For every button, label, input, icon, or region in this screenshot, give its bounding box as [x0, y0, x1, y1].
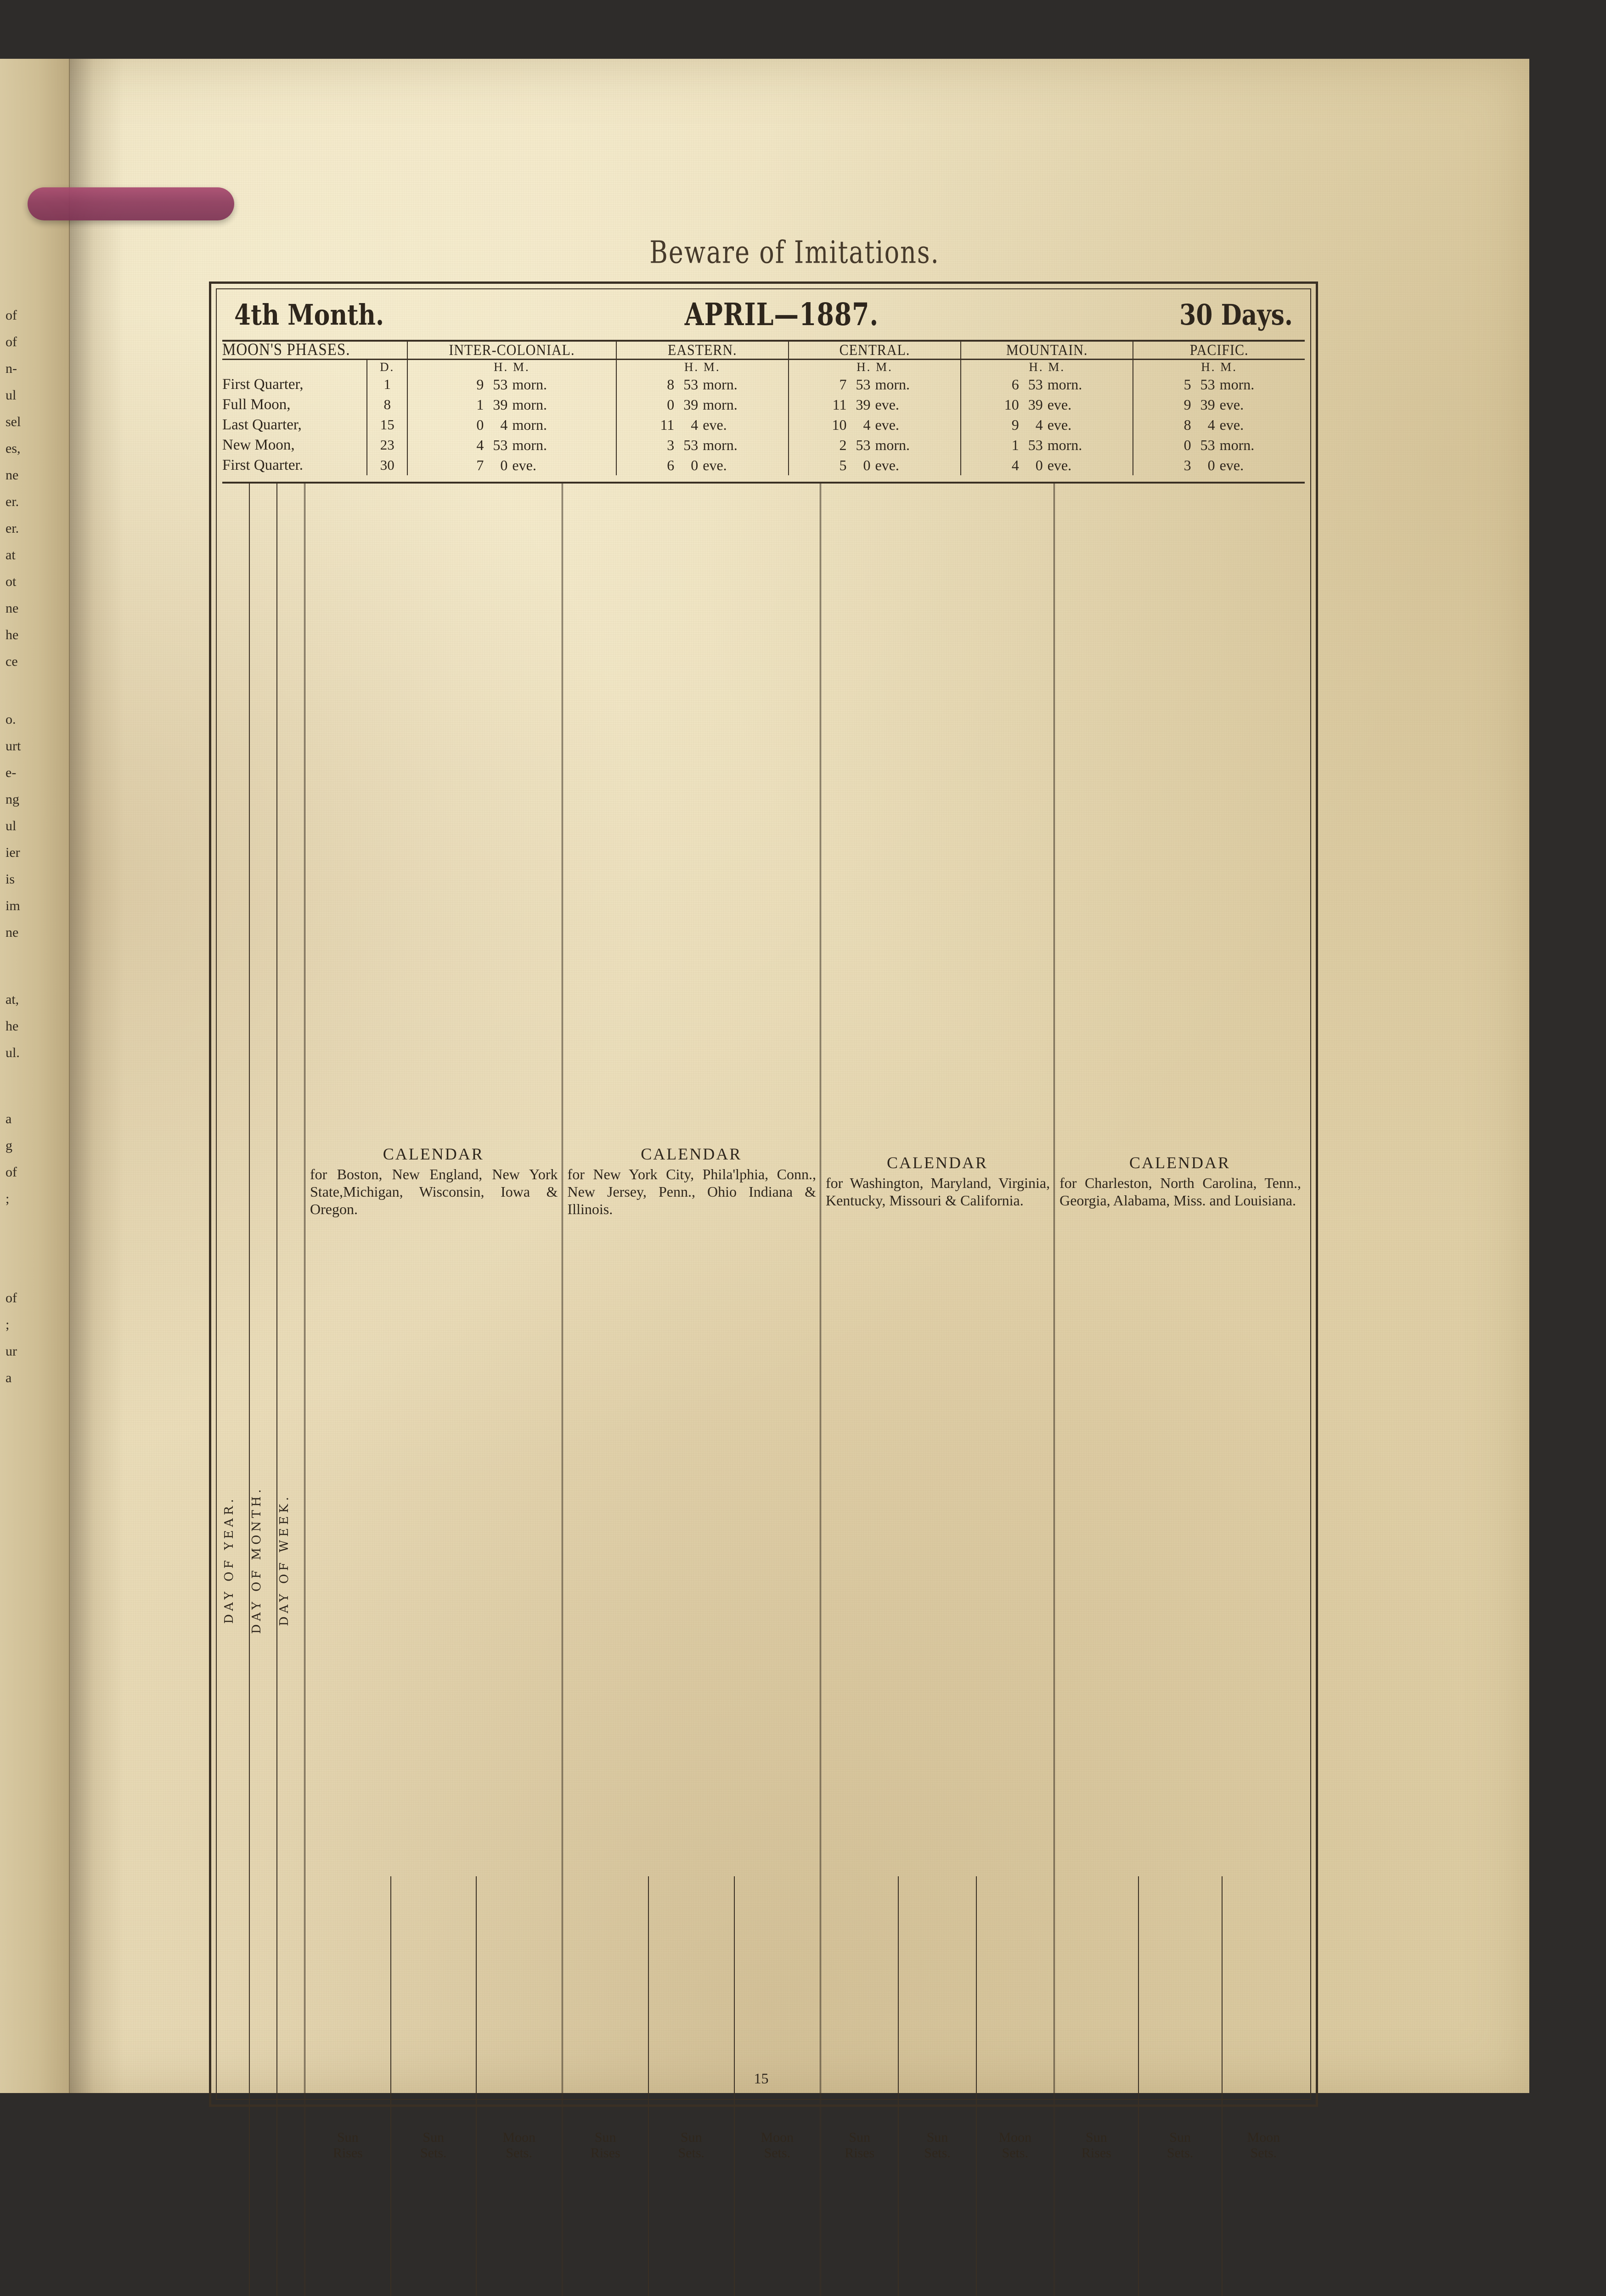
facing-page-text-5: of ; ur a [6, 1285, 59, 1391]
page-number: 15 [209, 2070, 1313, 2096]
calendar-group-newyork: CALENDAR for New York City, Phila'lphia,… [562, 484, 820, 1876]
book-gutter-shadow [69, 59, 124, 2093]
calendar-group-header-row: DAY OF YEAR. DAY OF MONTH. DAY OF WEEK. … [222, 484, 1305, 1876]
moon-phases-title: MOON'S PHASES. [222, 341, 407, 360]
moon-phase-day: 8 [367, 394, 407, 415]
col-header-day-of-month: DAY OF MONTH. [249, 484, 277, 2296]
zone-header-eastern: EASTERN. [616, 341, 789, 360]
facing-page-text-2: o. urt e- ng ul ier is im ne [6, 706, 59, 946]
calendar-group-washington: CALENDAR for Washington, Maryland, Virgi… [820, 484, 1054, 1876]
facing-page-text-1: of of n- ul sel es, ne er. er. at ot ne … [6, 302, 59, 675]
zone-header-pacific: PACIFIC. [1133, 341, 1305, 360]
almanac-frame: 4th Month. APRIL—1887. 30 Days. MOON'S P… [209, 281, 1318, 2107]
facing-page-fragment: of of n- ul sel es, ne er. er. at ot ne … [0, 302, 69, 2001]
unit-hm-eastern: H. M. [616, 360, 789, 375]
zone-header-mountain: MOUNTAIN. [961, 341, 1133, 360]
unit-hm-central: H. M. [789, 360, 961, 375]
moon-phase-name: Full Moon, [222, 394, 367, 415]
month-header-row: 4th Month. APRIL—1887. 30 Days. [222, 294, 1305, 332]
moon-phase-day: 15 [367, 415, 407, 435]
moon-phase-name: First Quarter, [222, 374, 367, 394]
moon-phase-name: New Moon, [222, 435, 367, 455]
unit-hm-intercolonial: H. M. [407, 360, 616, 375]
moon-phase-day: 30 [367, 455, 407, 475]
col-header-day-of-week: DAY OF WEEK. [277, 484, 305, 2296]
calendar-table-wrap: DAY OF YEAR. DAY OF MONTH. DAY OF WEEK. … [222, 482, 1305, 2296]
moon-phases-table: MOON'S PHASES. INTER-COLONIAL. EASTERN. … [222, 342, 1305, 475]
facing-page-text-3: at, he ul. [6, 986, 59, 1066]
almanac-content: 4th Month. APRIL—1887. 30 Days. MOON'S P… [222, 294, 1305, 2094]
month-ordinal-label: 4th Month. [234, 299, 384, 332]
moon-phase-day: 23 [367, 435, 407, 455]
moon-phase-day: 1 [367, 374, 407, 394]
moon-phases-units-row: D. H. M. H. M. H. M. H. M. H. M. [222, 360, 1305, 375]
moon-phases-header-row: MOON'S PHASES. INTER-COLONIAL. EASTERN. … [222, 342, 1305, 360]
month-days-label: 30 Days. [1179, 299, 1293, 332]
moon-phase-name: Last Quarter, [222, 415, 367, 435]
zone-header-central: CENTRAL. [789, 341, 961, 360]
calendar-group-charleston: CALENDAR for Charleston, North Carolina,… [1054, 484, 1305, 1876]
calendar-group-boston: CALENDAR for Boston, New England, New Yo… [305, 484, 563, 1876]
zone-header-intercolonial: INTER-COLONIAL. [407, 341, 616, 360]
pink-archival-sticker [28, 187, 234, 220]
moon-phase-name: First Quarter. [222, 455, 367, 475]
month-year-title: APRIL—1887. [685, 296, 879, 332]
unit-d-label: D. [367, 360, 407, 375]
col-header-day-of-year: DAY OF YEAR. [222, 484, 249, 2296]
unit-hm-mountain: H. M. [961, 360, 1133, 375]
unit-hm-pacific: H. M. [1133, 360, 1305, 375]
facing-page-text-4: a g of ; [6, 1106, 59, 1212]
almanac-page-sheet: of of n- ul sel es, ne er. er. at ot ne … [0, 59, 1529, 2093]
page-banner-text: Beware of Imitations. [588, 234, 1001, 270]
calendar-table: DAY OF YEAR. DAY OF MONTH. DAY OF WEEK. … [222, 484, 1305, 2296]
